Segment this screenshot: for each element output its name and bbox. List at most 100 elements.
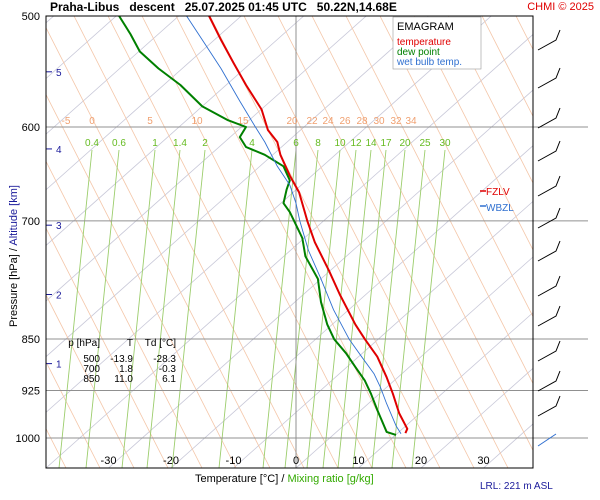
dry-adiabat-line (584, 16, 600, 468)
pressure-tick-label: 925 (22, 386, 40, 398)
dry-adiabat-line (447, 16, 533, 184)
dry-adiabat-label: 15 (237, 116, 249, 127)
temperature-tick-label: 30 (477, 455, 489, 467)
dry-adiabat-label: -5 (62, 116, 71, 127)
table-cell: 11.0 (114, 374, 133, 385)
mixing-ratio-line (262, 149, 297, 468)
mixing-ratio-label: 0.4 (85, 138, 99, 149)
mixing-ratio-line (284, 149, 319, 468)
mixing-ratio-label: 14 (365, 138, 377, 149)
dry-adiabat-line (46, 360, 101, 468)
dry-adiabat-line (209, 16, 441, 468)
dry-adiabat-label: 26 (339, 116, 351, 127)
wind-barb (537, 395, 561, 417)
dry-adiabat-line (46, 26, 271, 468)
isotherm-line (546, 0, 600, 468)
x-axis-label-temperature: Temperature [°C] / (195, 473, 288, 485)
table-cell: 1.8 (119, 364, 133, 375)
series-line-wet-bulb-temp (186, 15, 402, 434)
mixing-ratio-label: 2 (202, 138, 208, 149)
mixing-ratio-label: 0.6 (112, 138, 126, 149)
dry-adiabat-line (277, 16, 509, 468)
mixing-ratio-line (337, 149, 372, 468)
isotherm-line (46, 16, 180, 135)
mixing-ratio-label: 4 (249, 138, 255, 149)
isotherm-line (108, 89, 533, 468)
dry-adiabat-label: 34 (405, 116, 417, 127)
table-cell: 700 (83, 364, 100, 375)
wind-barb (537, 107, 561, 129)
mixing-ratio-label: 1.4 (173, 138, 187, 149)
wind-barbs (537, 29, 561, 447)
isotherm-line (295, 256, 533, 468)
temperature-tick-label: 10 (352, 455, 364, 467)
mixing-ratio-line (391, 149, 426, 468)
table-header: p [hPa] (68, 338, 100, 349)
fzlv-marker: FZLV (480, 187, 510, 198)
wind-barb (537, 175, 561, 197)
mixing-ratio-line (171, 149, 206, 468)
table-cell: 500 (83, 354, 100, 365)
dry-adiabat-line (311, 16, 533, 452)
dry-adiabat-line (46, 160, 203, 468)
isotherm-line (46, 16, 117, 80)
mixing-ratio-label: 30 (439, 138, 451, 149)
dry-adiabat-label: 32 (390, 116, 402, 127)
dry-adiabat-label: 22 (306, 116, 318, 127)
isotherm-line (233, 200, 533, 468)
mixing-ratio-line (371, 149, 406, 468)
wind-barb (537, 29, 561, 51)
pressure-tick-label: 700 (22, 216, 40, 228)
dry-adiabat-line (107, 16, 339, 468)
wind-barb (537, 370, 561, 392)
isotherm-line (46, 16, 305, 246)
dry-adiabat-line (243, 16, 475, 468)
isotherm-line (46, 33, 533, 468)
table-cell: -28.3 (153, 354, 176, 365)
mixing-ratio-line (146, 149, 181, 468)
wind-barb (537, 140, 561, 162)
pressure-tick-label: 1000 (16, 433, 40, 445)
pressure-tick-label: 500 (22, 11, 40, 23)
legend-item: dew point (397, 47, 440, 58)
dry-adiabat-line (550, 16, 600, 468)
table-header: T (127, 338, 133, 349)
dry-adiabat-line (46, 294, 135, 468)
dry-adiabat-line (413, 16, 533, 251)
table-header: Td [°C] (145, 338, 176, 349)
isotherm-line (0, 0, 104, 468)
dry-adiabat-line (481, 16, 533, 118)
dry-adiabat-line (345, 16, 533, 385)
altitude-tick-label: 5 (56, 68, 62, 79)
mixing-ratio-line (352, 149, 387, 468)
table-cell: 850 (83, 374, 100, 385)
wbzl-label: WBZL (486, 203, 514, 214)
isotherm-line (46, 16, 430, 358)
wind-barb (537, 433, 557, 447)
altitude-tick-label: 1 (56, 360, 62, 371)
mixing-ratio-line (121, 149, 156, 468)
isotherm-line (483, 423, 533, 468)
dry-adiabat-line (46, 93, 237, 468)
mixing-ratio-label: 25 (419, 138, 431, 149)
wind-barb (537, 67, 561, 89)
summary-table: p [hPa] T Td [°C] 500 -13.9 -28.3 700 1.8 -0.3 85… (68, 338, 176, 385)
dry-adiabat-line (46, 427, 67, 468)
x-axis-label-mixing: Mixing ratio [g/kg] (287, 473, 374, 485)
series-line-temperature (208, 15, 409, 434)
mixing-ratio-label: 17 (380, 138, 392, 149)
altitude-tick-label: 2 (56, 290, 62, 301)
dry-adiabat-line (73, 16, 305, 468)
dry-adiabat-label: 10 (191, 116, 203, 127)
dry-adiabat-line (141, 16, 373, 468)
temperature-tick-label: -10 (226, 455, 242, 467)
temperature-tick-label: 0 (293, 455, 299, 467)
wind-barb (537, 305, 561, 327)
altitude-tick-label: 3 (56, 221, 62, 232)
dry-adiabat-line (175, 16, 407, 468)
dry-adiabat-label: 30 (373, 116, 385, 127)
legend-item: wet bulb temp. (396, 57, 462, 68)
chart-title: Praha-Libus descent 25.07.2025 01:45 UTC… (50, 0, 397, 14)
altitude-tick-label: 4 (56, 145, 62, 156)
